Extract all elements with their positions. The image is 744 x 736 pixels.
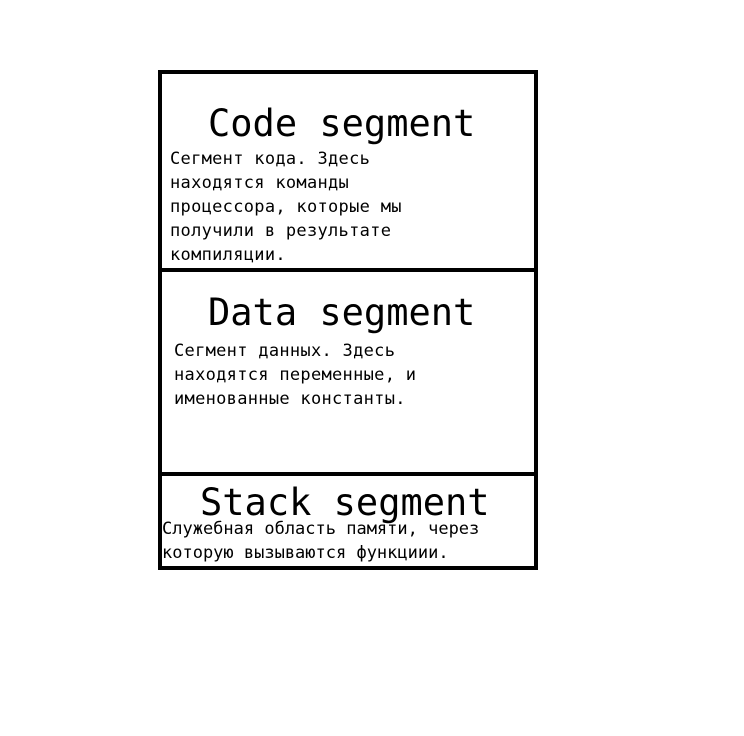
data-segment-description: Сегмент данных. Здесь находятся переменн… (174, 341, 417, 409)
stack-segment-description: Служебная область памяти, через которую … (162, 519, 480, 563)
code-segment-description: Сегмент кода. Здесь находятся команды пр… (170, 149, 402, 265)
stack-segment-box: Stack segment Служебная область памяти, … (158, 472, 538, 570)
data-segment-title: Data segment (208, 291, 476, 334)
code-segment-title: Code segment (208, 102, 476, 145)
stack-segment-title: Stack segment (200, 481, 490, 524)
data-segment-box: Data segment Сегмент данных. Здесь наход… (158, 268, 538, 474)
code-segment-box: Code segment Сегмент кода. Здесь находят… (158, 70, 538, 270)
